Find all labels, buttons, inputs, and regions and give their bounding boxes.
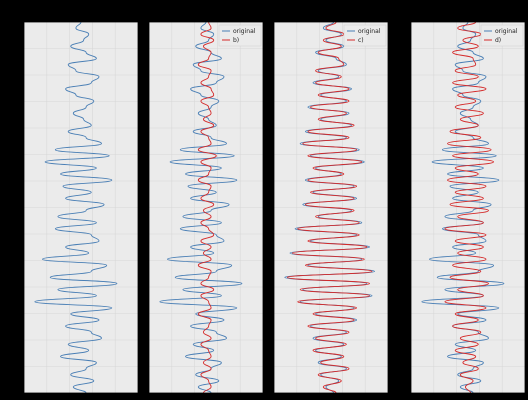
panel-3-reconstruction-trace [286,21,373,394]
panel-3-axes-frame [273,21,389,394]
panel-2-legend-box [218,24,262,47]
panel-2-legend-label: b) [233,37,239,44]
panel-4-legend: original d) [480,24,524,47]
panel-2-legend-label: original [233,28,256,35]
panel-3: original c) [273,21,389,394]
panel-1-axes-frame [23,21,139,394]
panel-2-original-trace [159,21,243,394]
panel-2: original b) [148,21,264,394]
panel-2-axes-frame [148,21,264,394]
panel-4-axes-frame [410,21,526,394]
panel-1 [23,21,139,394]
panel-4-reconstruction-trace [444,21,495,394]
panel-4: original d) [410,21,526,394]
panel-3-legend-box [343,24,387,47]
panel-2-legend: original b) [218,24,262,47]
panel-1-original-trace [34,21,118,394]
panel-3-legend-label: c) [358,37,364,44]
panel-3-legend-label: original [358,28,381,35]
panel-3-legend: original c) [343,24,387,47]
panel-2-reconstruction-trace [197,21,217,394]
panels-group: original b) original c) original d) [23,21,526,394]
panel-4-legend-label: original [495,28,518,35]
panel-4-legend-label: d) [495,37,501,44]
panel-4-legend-box [480,24,524,47]
